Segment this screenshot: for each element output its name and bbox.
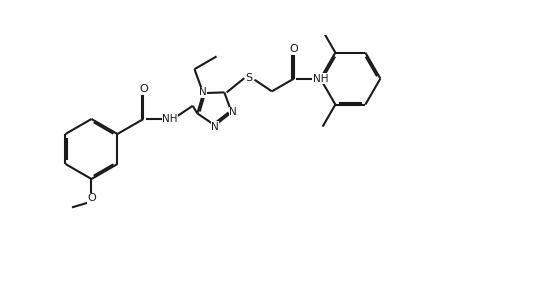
Text: N: N — [211, 122, 219, 132]
Text: S: S — [245, 73, 252, 83]
Text: NH: NH — [162, 114, 178, 124]
Text: N: N — [199, 87, 206, 97]
Text: N: N — [229, 107, 237, 117]
Text: O: O — [290, 44, 298, 54]
Text: O: O — [87, 193, 96, 204]
Text: NH: NH — [312, 74, 328, 83]
Text: O: O — [139, 84, 148, 94]
